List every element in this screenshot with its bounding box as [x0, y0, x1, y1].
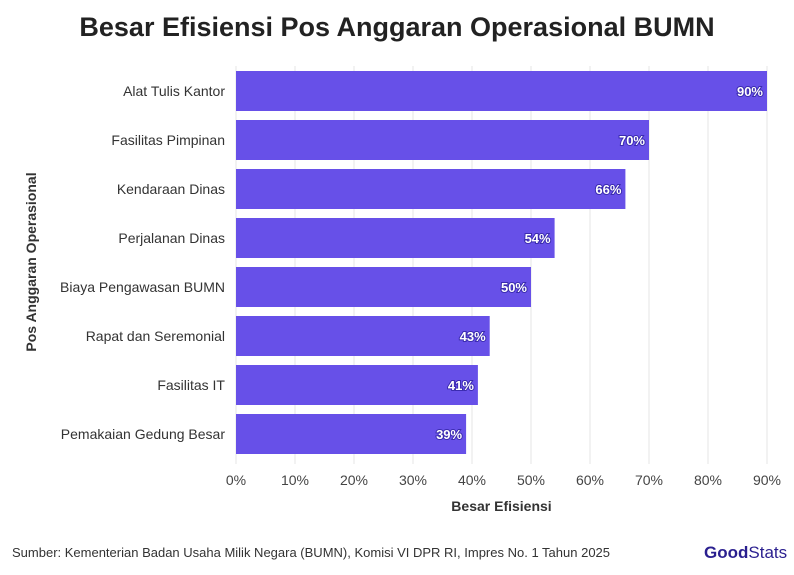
data-label: 90% — [737, 84, 763, 99]
bar — [236, 414, 467, 454]
bar — [236, 169, 626, 209]
bar — [236, 71, 767, 111]
bar — [236, 267, 531, 307]
y-tick-label: Fasilitas IT — [157, 377, 225, 393]
chart-title: Besar Efisiensi Pos Anggaran Operasional… — [79, 12, 715, 42]
bar — [236, 218, 555, 258]
data-label: 43% — [460, 329, 486, 344]
x-tick-label: 40% — [458, 472, 486, 488]
y-tick-label: Alat Tulis Kantor — [123, 83, 225, 99]
data-label: 41% — [448, 378, 474, 393]
x-tick-label: 10% — [281, 472, 309, 488]
x-tick-label: 60% — [576, 472, 604, 488]
x-axis-label: Besar Efisiensi — [451, 498, 551, 514]
goodstats-logo: GoodStats — [704, 543, 788, 562]
x-tick-label: 70% — [635, 472, 663, 488]
y-tick-label: Perjalanan Dinas — [118, 230, 225, 246]
data-label: 70% — [619, 133, 645, 148]
y-tick-label: Kendaraan Dinas — [117, 181, 225, 197]
y-tick-label: Biaya Pengawasan BUMN — [60, 279, 225, 295]
source-note: Sumber: Kementerian Badan Usaha Milik Ne… — [12, 545, 611, 560]
data-label: 39% — [436, 427, 462, 442]
x-tick-label: 0% — [226, 472, 246, 488]
y-tick-label: Fasilitas Pimpinan — [111, 132, 225, 148]
bar — [236, 316, 490, 356]
y-tick-label: Pemakaian Gedung Besar — [61, 426, 226, 442]
data-label: 66% — [595, 182, 621, 197]
x-tick-label: 50% — [517, 472, 545, 488]
y-axis-label: Pos Anggaran Operasional — [23, 172, 39, 351]
x-tick-label: 20% — [340, 472, 368, 488]
x-tick-label: 80% — [694, 472, 722, 488]
x-tick-label: 90% — [753, 472, 781, 488]
data-label: 50% — [501, 280, 527, 295]
bar — [236, 120, 649, 160]
data-label: 54% — [525, 231, 551, 246]
x-tick-label: 30% — [399, 472, 427, 488]
bar — [236, 365, 478, 405]
y-tick-label: Rapat dan Seremonial — [86, 328, 225, 344]
